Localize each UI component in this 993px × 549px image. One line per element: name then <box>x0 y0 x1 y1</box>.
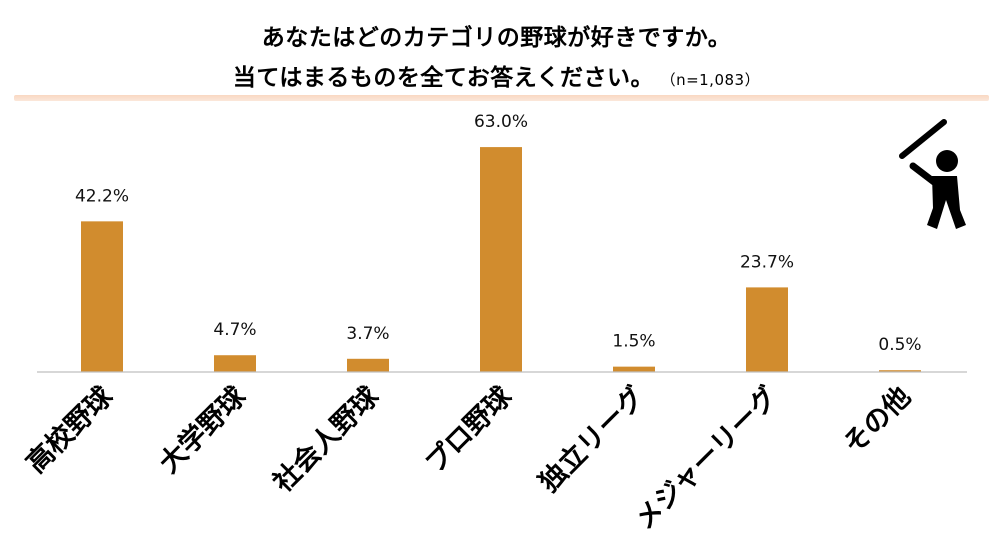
category-label-2: 社会人野球 <box>267 380 386 499</box>
value-label-2: 3.7% <box>346 324 389 344</box>
bar-2 <box>347 358 389 372</box>
chart-title-line2: 当てはまるものを全てお答えください。 （n=1,083） <box>0 58 993 92</box>
category-label-3: プロ野球 <box>420 380 519 479</box>
bar-1 <box>214 355 256 372</box>
category-label-0: 高校野球 <box>20 380 120 480</box>
category-label-6: その他 <box>838 381 917 460</box>
bar-4 <box>613 366 655 372</box>
chart-title-line1: あなたはどのカテゴリの野球が好きですか。 <box>0 18 993 52</box>
sample-size: （n=1,083） <box>668 71 761 89</box>
value-label-3: 63.0% <box>474 112 528 132</box>
category-label-4: 独立リーグ <box>533 380 651 498</box>
value-label-5: 23.7% <box>740 252 794 272</box>
bar-3 <box>480 147 522 372</box>
value-label-4: 1.5% <box>612 332 655 352</box>
bars-group <box>81 147 921 372</box>
value-label-6: 0.5% <box>878 335 921 355</box>
value-label-0: 42.2% <box>75 186 129 206</box>
bar-5 <box>746 287 788 372</box>
title-text-2: 当てはまるものを全てお答えください。 <box>232 65 655 91</box>
bar-0 <box>81 221 123 372</box>
value-labels-group: 42.2% 4.7% 3.7% 63.0% 1.5% 23.7% 0.5% <box>75 112 922 355</box>
title-divider <box>14 95 989 101</box>
bar-6 <box>879 370 921 372</box>
category-label-1: 大学野球 <box>153 380 253 480</box>
value-label-1: 4.7% <box>213 320 256 340</box>
title-text-1: あなたはどのカテゴリの野球が好きですか。 <box>261 25 732 51</box>
category-label-5: メジャーリーグ <box>629 380 784 535</box>
baseball-batter-icon <box>899 119 966 229</box>
